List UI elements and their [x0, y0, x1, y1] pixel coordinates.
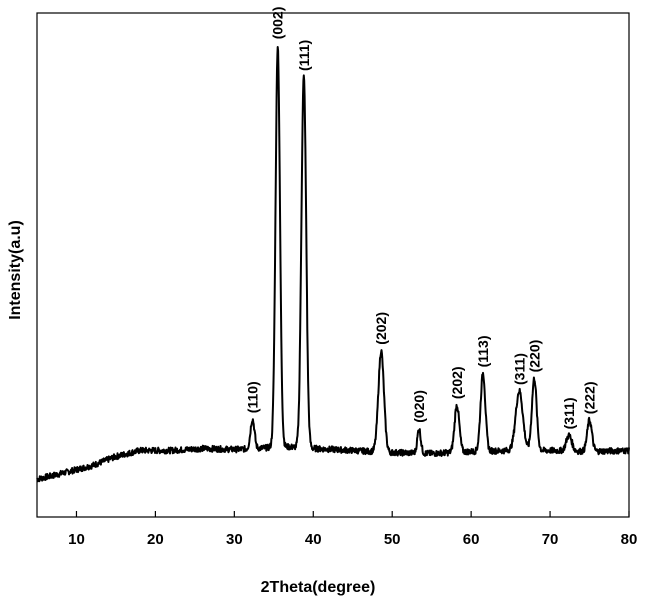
x-tick-label: 60 — [463, 531, 480, 548]
peak-label: (220) — [526, 340, 542, 373]
peak-label: (113) — [475, 335, 491, 367]
x-tick-label: 30 — [226, 531, 243, 548]
peak-label: (202) — [449, 366, 465, 399]
x-tick-label: 80 — [621, 531, 638, 548]
x-axis-label: 2Theta(degree) — [261, 579, 376, 596]
peak-label: (202) — [373, 312, 389, 345]
x-tick-label: 70 — [542, 531, 559, 548]
x-tick-labels: 10 20 30 40 50 60 70 80 — [68, 531, 637, 548]
x-tick-label: 50 — [384, 531, 401, 548]
x-tick-label: 20 — [147, 531, 164, 548]
peak-label: (110) — [245, 381, 261, 413]
peak-label: (311) — [561, 397, 577, 429]
peak-label: (111) — [296, 40, 312, 71]
peak-label: (002) — [270, 7, 286, 40]
y-axis-label: Intensity(a.u) — [7, 220, 24, 320]
plot-frame — [36, 12, 630, 518]
x-ticks — [75, 511, 630, 517]
peak-label: (020) — [411, 390, 427, 423]
peak-label: (222) — [582, 382, 598, 415]
x-tick-label: 40 — [305, 531, 322, 548]
peak-label: (311) — [511, 353, 527, 385]
peak-labels: (110) (002) (111) (202) (020) (202) (113) (311)… — [245, 7, 598, 430]
xrd-trace — [36, 46, 630, 483]
x-tick-label: 10 — [68, 531, 85, 548]
